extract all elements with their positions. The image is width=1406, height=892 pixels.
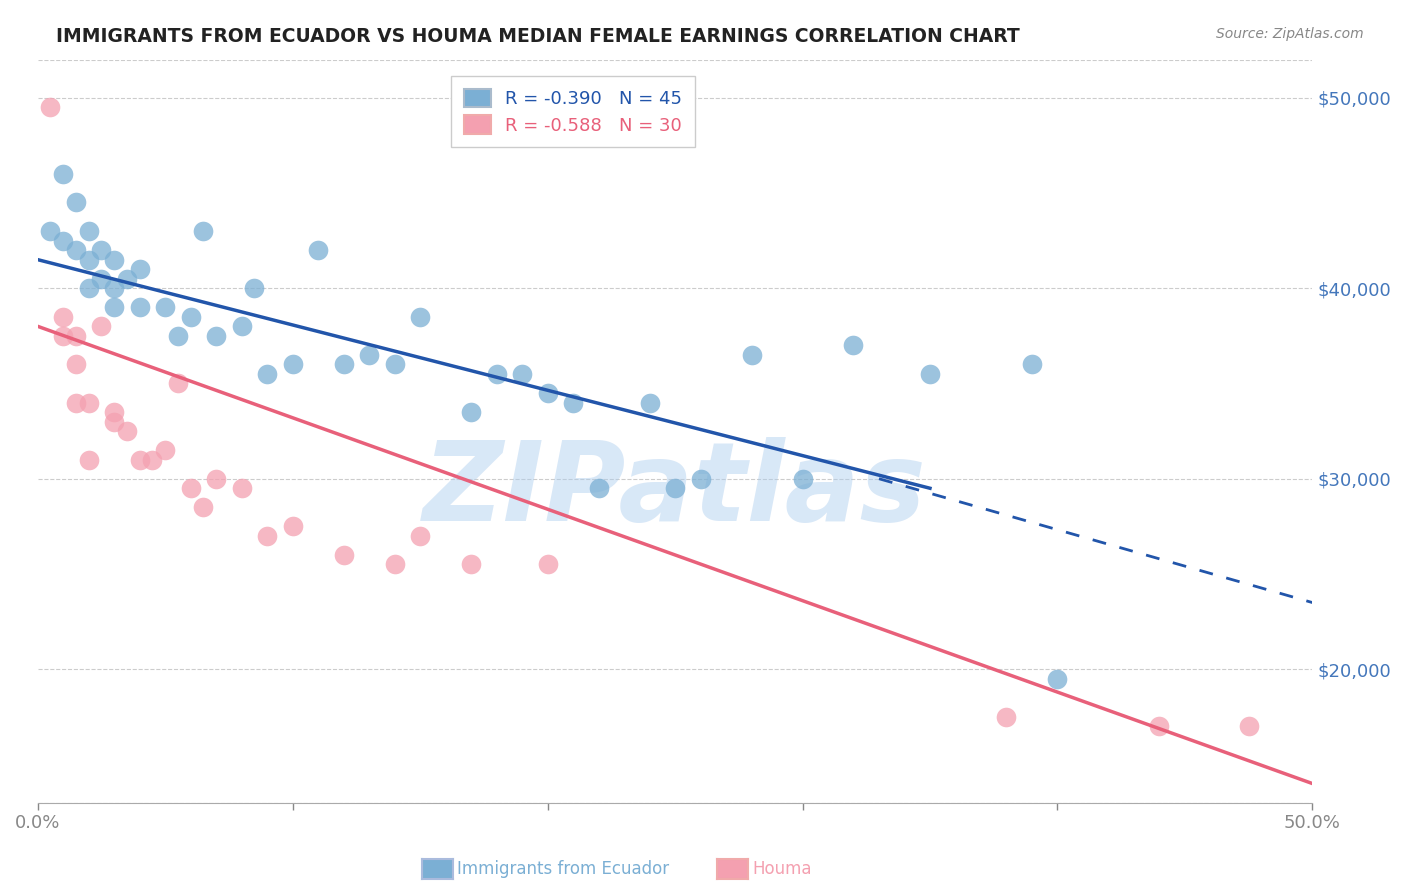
Point [90,319,112,334]
Point [128,262,150,277]
Point [638,395,661,409]
Point [193,500,215,515]
Point [103,300,125,314]
Point [90,243,112,257]
Point [52,310,75,324]
Point [103,415,125,429]
Point [205,329,228,343]
Point [307,243,329,257]
Point [39,100,62,114]
Point [409,310,432,324]
Point [77,395,100,409]
Point [141,452,163,467]
Point [460,405,482,419]
Point [77,452,100,467]
Point [792,472,814,486]
Point [281,358,304,372]
Point [52,329,75,343]
Point [128,300,150,314]
Point [180,481,202,495]
Legend: R = -0.390   N = 45, R = -0.588   N = 30: R = -0.390 N = 45, R = -0.588 N = 30 [451,76,695,147]
Point [231,481,253,495]
Point [65,329,87,343]
Point [842,338,865,352]
Point [153,300,176,314]
Point [588,481,610,495]
Point [281,519,304,533]
Text: Source: ZipAtlas.com: Source: ZipAtlas.com [1216,27,1364,41]
Point [256,529,278,543]
Point [115,424,138,438]
Point [359,348,381,362]
Point [153,443,176,458]
Point [409,529,432,543]
Point [510,367,533,381]
Point [167,376,190,391]
Point [103,281,125,295]
Point [65,395,87,409]
Point [77,281,100,295]
Point [332,548,354,562]
Point [90,271,112,285]
Point [65,195,87,210]
Point [460,558,482,572]
Point [65,243,87,257]
Point [103,405,125,419]
Point [536,558,558,572]
Point [52,234,75,248]
Point [243,281,266,295]
Point [180,310,202,324]
Point [536,386,558,401]
Point [128,452,150,467]
Point [918,367,941,381]
Point [1149,719,1171,733]
Point [205,472,228,486]
Point [77,224,100,238]
Point [231,319,253,334]
Text: Immigrants from Ecuador: Immigrants from Ecuador [457,860,669,878]
Point [103,252,125,267]
Point [995,710,1018,724]
Point [562,395,585,409]
Point [256,367,278,381]
Point [741,348,763,362]
Point [1021,358,1043,372]
Point [384,558,406,572]
Point [77,252,100,267]
Point [1046,672,1069,686]
Point [689,472,711,486]
Point [664,481,686,495]
Point [65,358,87,372]
Point [332,358,354,372]
Point [115,271,138,285]
Point [485,367,508,381]
Point [384,358,406,372]
Point [39,224,62,238]
Text: ZIPatlas: ZIPatlas [423,437,927,544]
Text: IMMIGRANTS FROM ECUADOR VS HOUMA MEDIAN FEMALE EARNINGS CORRELATION CHART: IMMIGRANTS FROM ECUADOR VS HOUMA MEDIAN … [56,27,1019,45]
Point [167,329,190,343]
Point [52,167,75,181]
Point [1237,719,1260,733]
Text: Houma: Houma [752,860,811,878]
Point [193,224,215,238]
